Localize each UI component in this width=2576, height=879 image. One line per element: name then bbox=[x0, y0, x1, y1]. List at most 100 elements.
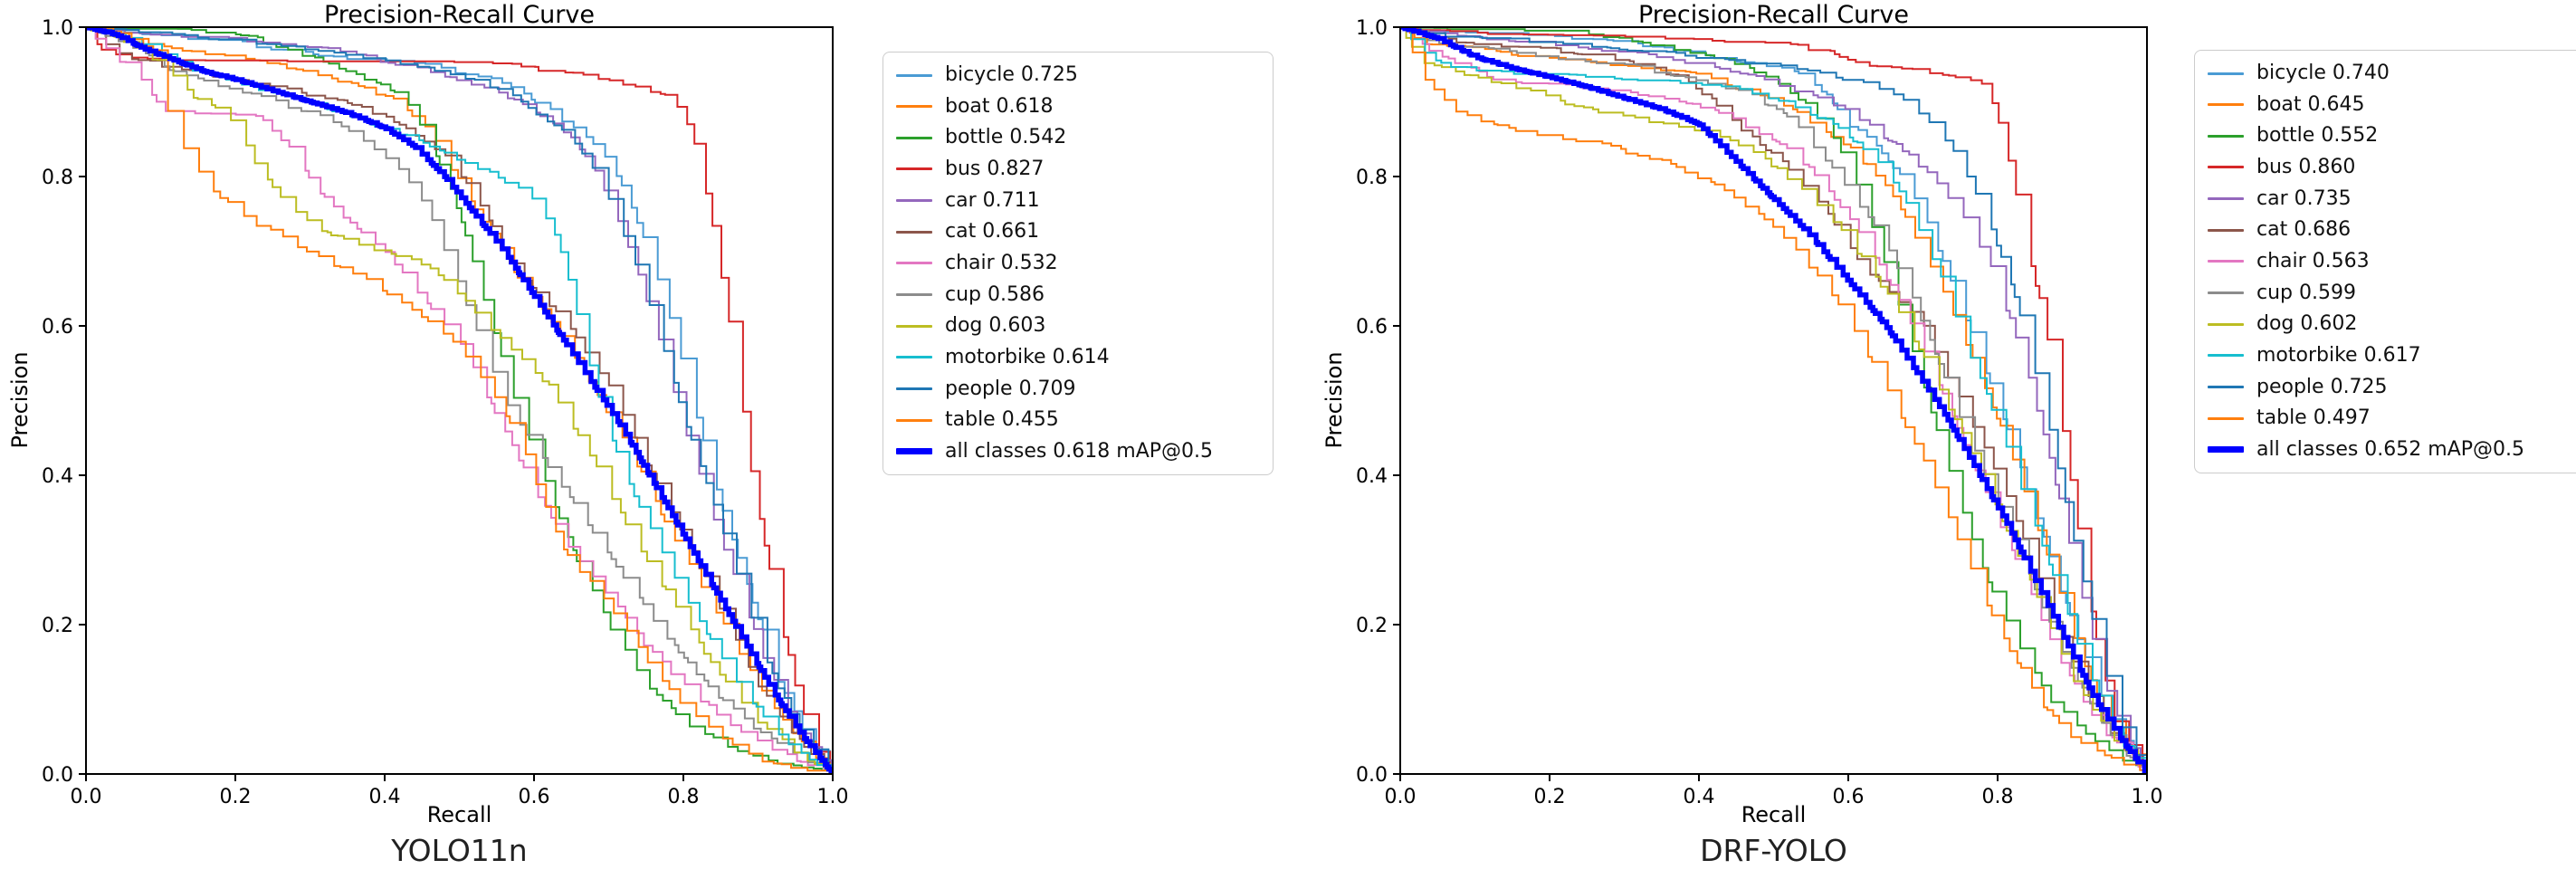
curve-drf-yolo-bus bbox=[1400, 27, 2147, 774]
legend-item-bicycle: bicycle 0.740 bbox=[2208, 62, 2571, 85]
plot-title-left: Precision-Recall Curve bbox=[323, 1, 595, 29]
legend-line-swatch bbox=[2208, 386, 2244, 389]
legend-line-swatch bbox=[896, 262, 932, 265]
curve-yolo11n-bottle bbox=[86, 27, 833, 774]
legend-label: bicycle 0.725 bbox=[945, 63, 1078, 86]
curve-drf-yolo-dog bbox=[1400, 27, 2147, 774]
curve-yolo11n-car bbox=[86, 27, 833, 774]
x-tick-label: 0.8 bbox=[1982, 786, 2014, 808]
legend-item-car: car 0.735 bbox=[2208, 187, 2571, 211]
y-tick-label: 0.0 bbox=[1356, 764, 1388, 787]
legend-item-cup: cup 0.599 bbox=[2208, 282, 2571, 305]
plot-spines bbox=[1399, 26, 2148, 775]
legend-line-swatch bbox=[896, 356, 932, 359]
legend-label: chair 0.563 bbox=[2256, 249, 2370, 272]
y-axis-label-left: Precision bbox=[7, 351, 33, 449]
legend-line-swatch bbox=[2208, 446, 2244, 454]
legend-item-car: car 0.711 bbox=[896, 189, 1260, 213]
legend-line-swatch bbox=[896, 448, 932, 455]
legend-item-table: table 0.455 bbox=[896, 408, 1260, 432]
legend-item-boat: boat 0.618 bbox=[896, 95, 1260, 119]
y-tick-label: 0.4 bbox=[42, 465, 73, 488]
legend-line-swatch bbox=[2208, 166, 2244, 169]
y-tick-label: 1.0 bbox=[1356, 17, 1388, 40]
curve-yolo11n-bus bbox=[86, 27, 833, 774]
y-tick-label: 1.0 bbox=[42, 17, 73, 40]
curve-yolo11n-people bbox=[86, 27, 833, 774]
plot-spines bbox=[85, 26, 834, 775]
curve-yolo11n-table bbox=[86, 27, 833, 774]
legend-line-swatch bbox=[896, 199, 932, 203]
x-tick-label: 0.0 bbox=[1385, 786, 1417, 808]
legend-line-swatch bbox=[896, 230, 932, 234]
x-tick-label: 0.6 bbox=[519, 786, 550, 808]
legend-label: all classes 0.652 mAP@0.5 bbox=[2256, 437, 2525, 461]
legend-label: bus 0.860 bbox=[2256, 155, 2356, 178]
y-tick-label: 0.6 bbox=[42, 316, 73, 339]
y-tick-label: 0.2 bbox=[42, 615, 73, 637]
x-tick-label: 0.2 bbox=[1534, 786, 1566, 808]
legend-line-swatch bbox=[896, 418, 932, 422]
legend-label: bus 0.827 bbox=[945, 157, 1045, 180]
legend-line-swatch bbox=[896, 136, 932, 139]
x-tick-label: 0.4 bbox=[1684, 786, 1715, 808]
legend-line-swatch bbox=[896, 167, 932, 171]
legend-item-people: people 0.709 bbox=[896, 377, 1260, 401]
legend-label: dog 0.603 bbox=[945, 314, 1046, 338]
legend-label: motorbike 0.614 bbox=[945, 345, 1110, 368]
x-axis-label-left: Recall bbox=[426, 802, 492, 827]
x-tick-label: 1.0 bbox=[2132, 786, 2163, 808]
curve-yolo11n-cup bbox=[86, 27, 833, 774]
curve-yolo11n-dog bbox=[86, 27, 833, 774]
legend-line-swatch bbox=[896, 324, 932, 328]
legend-item-all-classes: all classes 0.618 mAP@0.5 bbox=[896, 440, 1260, 463]
legend-line-swatch bbox=[2208, 134, 2244, 138]
x-axis-label-right: Recall bbox=[1741, 802, 1807, 827]
x-tick-label: 0.6 bbox=[1833, 786, 1865, 808]
legend-item-motorbike: motorbike 0.617 bbox=[2208, 344, 2571, 368]
legend-item-cup: cup 0.586 bbox=[896, 283, 1260, 307]
legend-line-swatch bbox=[896, 105, 932, 109]
curve-drf-yolo-boat bbox=[1400, 27, 2147, 774]
legend-line-swatch bbox=[2208, 291, 2244, 295]
legend-item-boat: boat 0.645 bbox=[2208, 93, 2571, 117]
legend-label: table 0.455 bbox=[945, 408, 1059, 432]
legend-item-people: people 0.725 bbox=[2208, 376, 2571, 399]
legend-line-swatch bbox=[896, 387, 932, 391]
legend-item-motorbike: motorbike 0.614 bbox=[896, 346, 1260, 369]
legend-label: cup 0.599 bbox=[2256, 281, 2356, 304]
x-tick-label: 0.0 bbox=[71, 786, 102, 808]
legend-item-bottle: bottle 0.552 bbox=[2208, 124, 2571, 148]
legend-label: people 0.709 bbox=[945, 377, 1076, 400]
y-tick-label: 0.2 bbox=[1356, 615, 1388, 637]
curve-drf-yolo-people bbox=[1400, 27, 2147, 774]
legend-yolo11n: bicycle 0.725 boat 0.618 bottle 0.542 bus 0… bbox=[883, 52, 1274, 475]
legend-item-all-classes: all classes 0.652 mAP@0.5 bbox=[2208, 438, 2571, 462]
legend-label: table 0.497 bbox=[2256, 406, 2371, 430]
legend-item-chair: chair 0.532 bbox=[896, 252, 1260, 275]
legend-label: cup 0.586 bbox=[945, 282, 1045, 306]
y-tick-label: 0.8 bbox=[42, 167, 73, 189]
legend-label: cat 0.661 bbox=[945, 220, 1040, 244]
legend-item-cat: cat 0.661 bbox=[896, 220, 1260, 244]
y-axis-label-right: Precision bbox=[1321, 351, 1347, 449]
x-tick-label: 0.4 bbox=[369, 786, 401, 808]
legend-line-swatch bbox=[2208, 197, 2244, 201]
legend-line-swatch bbox=[2208, 103, 2244, 107]
y-tick-label: 0.0 bbox=[42, 764, 73, 787]
legend-label: people 0.725 bbox=[2256, 375, 2388, 398]
y-tick-label: 0.6 bbox=[1356, 316, 1388, 339]
legend-line-swatch bbox=[2208, 416, 2244, 420]
legend-item-chair: chair 0.563 bbox=[2208, 250, 2571, 273]
legend-line-swatch bbox=[896, 73, 932, 77]
legend-label: cat 0.686 bbox=[2256, 218, 2352, 242]
plot-title-right: Precision-Recall Curve bbox=[1637, 1, 1909, 29]
legend-label: boat 0.645 bbox=[2256, 92, 2365, 116]
legend-item-bus: bus 0.860 bbox=[2208, 156, 2571, 179]
curve-yolo11n-boat bbox=[86, 27, 833, 774]
legend-item-bicycle: bicycle 0.725 bbox=[896, 63, 1260, 87]
legend-label: motorbike 0.617 bbox=[2256, 343, 2421, 367]
legend-label: boat 0.618 bbox=[945, 94, 1054, 118]
legend-drf-yolo: bicycle 0.740 boat 0.645 bottle 0.552 bus 0… bbox=[2194, 50, 2576, 473]
